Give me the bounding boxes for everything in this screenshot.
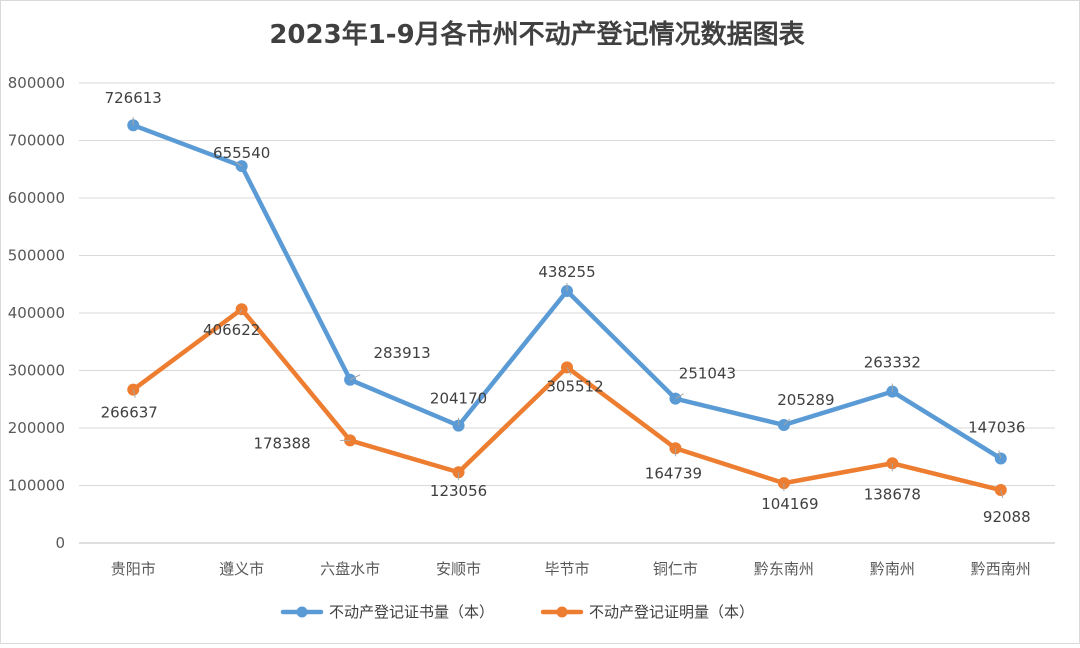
data-label: 164739 bbox=[645, 464, 702, 482]
x-tick-label: 黔南州 bbox=[870, 560, 915, 578]
y-tick-label: 500000 bbox=[8, 247, 65, 265]
data-label: 655540 bbox=[213, 144, 270, 162]
label-leader bbox=[239, 308, 243, 314]
data-label: 205289 bbox=[777, 391, 834, 409]
data-label: 266637 bbox=[101, 404, 158, 422]
y-tick-label: 600000 bbox=[8, 189, 65, 207]
x-tick-label: 黔东南州 bbox=[754, 560, 814, 578]
data-label: 726613 bbox=[105, 89, 162, 107]
y-tick-label: 200000 bbox=[8, 419, 65, 437]
y-tick-label: 300000 bbox=[8, 362, 65, 380]
data-label: 104169 bbox=[761, 495, 818, 513]
y-tick-label: 400000 bbox=[8, 304, 65, 322]
y-tick-label: 800000 bbox=[8, 74, 65, 92]
data-label: 123056 bbox=[430, 482, 487, 500]
chart-title: 2023年1-9月各市州不动产登记情况数据图表 bbox=[269, 19, 805, 50]
x-tick-label: 遵义市 bbox=[219, 560, 264, 578]
data-label: 406622 bbox=[203, 321, 260, 339]
y-axis: 0 100000 200000 300000 400000 500000 600000 700… bbox=[8, 74, 65, 552]
x-tick-label: 黔西南州 bbox=[971, 560, 1031, 578]
data-label: 138678 bbox=[864, 485, 921, 503]
data-label: 92088 bbox=[983, 508, 1031, 526]
data-label: 251043 bbox=[679, 365, 736, 383]
label-leader bbox=[783, 418, 791, 426]
legend-label-2: 不动产登记证明量（本） bbox=[589, 603, 754, 621]
x-tick-label: 毕节市 bbox=[544, 560, 589, 578]
y-tick-label: 0 bbox=[55, 534, 65, 552]
data-labels: 726613 655540 283913 204170 438255 251043 2052… bbox=[101, 89, 1031, 526]
x-tick-label: 安顺市 bbox=[436, 560, 481, 578]
data-label: 178388 bbox=[253, 434, 310, 452]
x-axis: 贵阳市 遵义市 六盘水市 安顺市 毕节市 铜仁市 黔东南州 黔南州 黔西南州 bbox=[111, 560, 1031, 578]
data-label: 305512 bbox=[546, 377, 603, 395]
legend: 不动产登记证书量（本） 不动产登记证明量（本） bbox=[280, 603, 754, 621]
legend-marker-1 bbox=[296, 606, 308, 618]
data-label: 263332 bbox=[864, 354, 921, 372]
data-label: 147036 bbox=[968, 418, 1025, 436]
data-label: 204170 bbox=[430, 390, 487, 408]
label-leader bbox=[132, 389, 136, 398]
label-leader bbox=[1000, 489, 1004, 499]
label-leader bbox=[566, 367, 572, 376]
label-leader bbox=[349, 374, 361, 381]
data-label: 283913 bbox=[373, 344, 430, 362]
y-tick-label: 700000 bbox=[8, 132, 65, 150]
label-leader bbox=[675, 393, 684, 400]
x-tick-label: 六盘水市 bbox=[320, 560, 380, 578]
label-leader bbox=[998, 450, 1002, 459]
legend-label-1: 不动产登记证书量（本） bbox=[329, 603, 494, 621]
x-tick-label: 铜仁市 bbox=[653, 560, 698, 578]
legend-marker-2 bbox=[556, 606, 568, 618]
label-leader bbox=[235, 161, 242, 167]
x-tick-label: 贵阳市 bbox=[111, 560, 156, 578]
y-tick-label: 100000 bbox=[8, 477, 65, 495]
data-label: 438255 bbox=[538, 263, 595, 281]
